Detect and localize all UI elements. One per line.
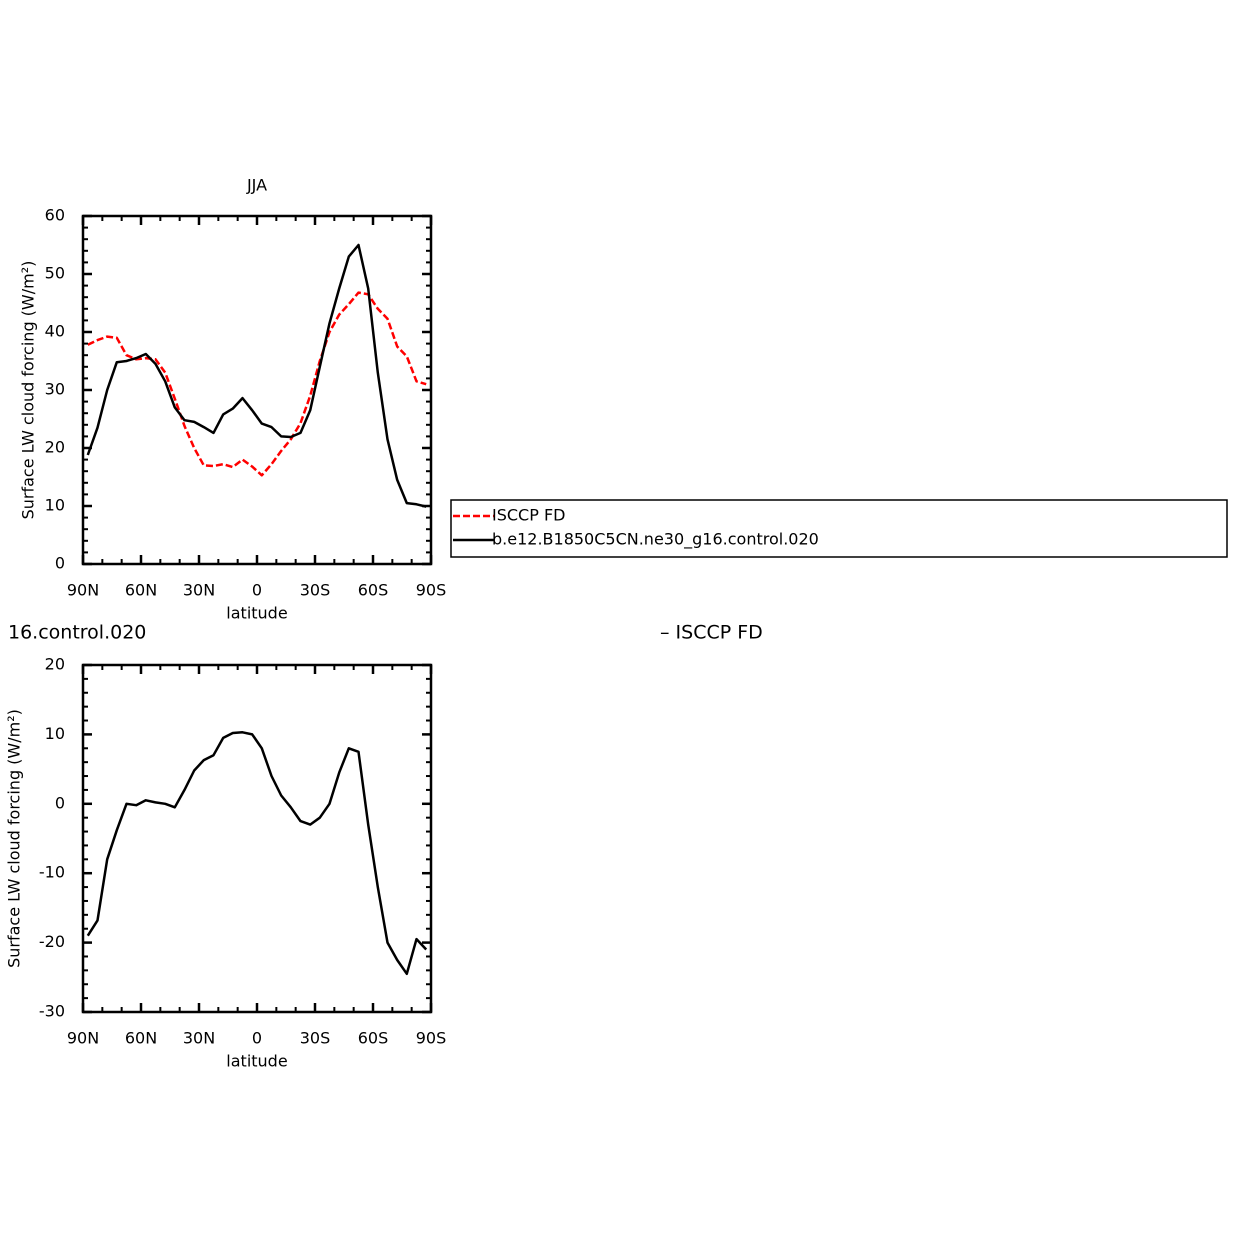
y-tick-label: 30 <box>45 380 65 399</box>
legend-box <box>450 499 1228 558</box>
legend-label: b.e12.B1850C5CN.ne30_g16.control.020 <box>492 530 819 550</box>
data-line <box>87 291 427 477</box>
y-tick-label: 10 <box>45 724 65 743</box>
y-axis-label: Surface LW cloud forcing (W/m²) <box>19 261 38 520</box>
x-axis-label: latitude <box>226 1052 287 1071</box>
chart-title: JJA <box>246 176 267 195</box>
legend-label: ISCCP FD <box>492 506 565 525</box>
y-tick-label: -30 <box>39 1002 65 1021</box>
x-tick-label: 0 <box>252 1029 262 1048</box>
x-tick-label: 90S <box>416 1029 447 1048</box>
x-tick-label: 90N <box>67 581 99 600</box>
y-tick-label: 0 <box>55 793 65 812</box>
y-axis-label: Surface LW cloud forcing (W/m²) <box>5 709 24 968</box>
x-tick-label: 30S <box>300 581 331 600</box>
y-tick-label: -20 <box>39 932 65 951</box>
chart-title: 16.control.020 <box>8 622 146 644</box>
y-tick-label: 20 <box>45 438 65 457</box>
x-tick-label: 30N <box>183 1029 215 1048</box>
data-line <box>86 243 427 508</box>
x-tick-label: 60S <box>358 581 389 600</box>
x-tick-label: 0 <box>252 581 262 600</box>
y-tick-label: 20 <box>45 655 65 674</box>
data-line <box>86 731 428 976</box>
x-tick-label: 30N <box>183 581 215 600</box>
x-tick-label: 60N <box>125 581 157 600</box>
y-tick-label: -10 <box>39 863 65 882</box>
y-tick-label: 40 <box>45 322 65 341</box>
plot-frame <box>81 663 433 1014</box>
x-tick-label: 60N <box>125 1029 157 1048</box>
y-tick-label: 0 <box>55 554 65 573</box>
x-axis-label: latitude <box>226 604 287 623</box>
chart-annotation: – ISCCP FD <box>660 622 763 644</box>
x-tick-label: 30S <box>300 1029 331 1048</box>
x-tick-label: 90S <box>416 581 447 600</box>
y-tick-label: 60 <box>45 206 65 225</box>
x-tick-label: 90N <box>67 1029 99 1048</box>
x-tick-label: 60S <box>358 1029 389 1048</box>
y-tick-label: 10 <box>45 496 65 515</box>
y-tick-label: 50 <box>45 264 65 283</box>
plot-frame <box>81 214 433 566</box>
